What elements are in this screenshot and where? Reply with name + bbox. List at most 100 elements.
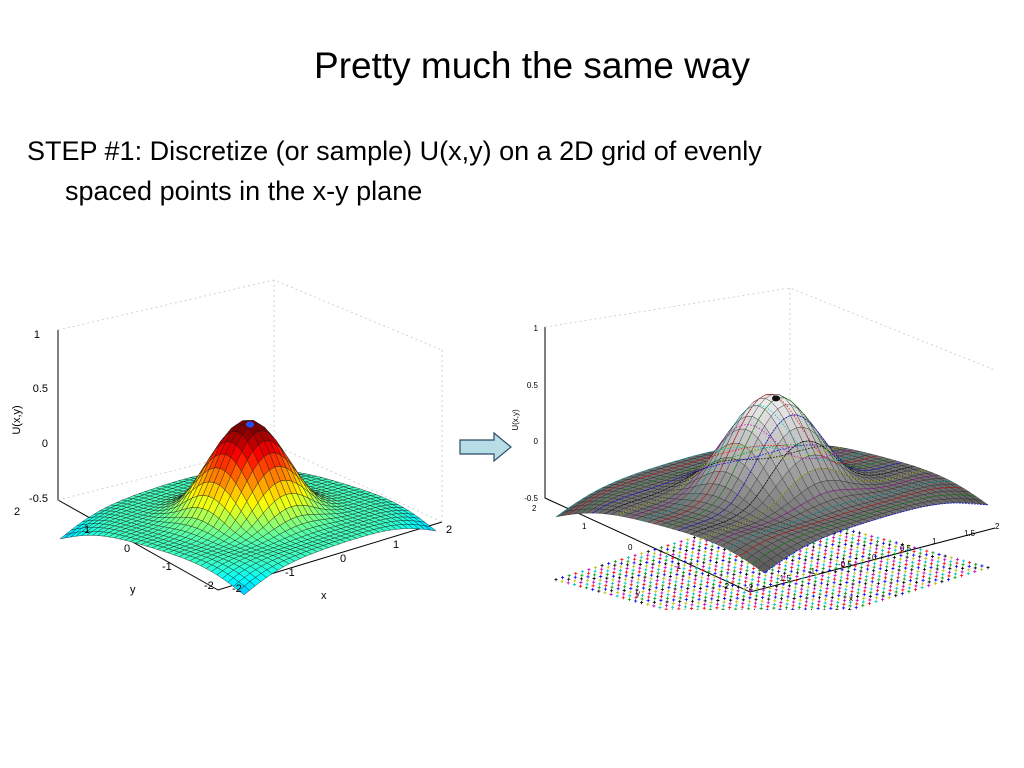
sample-marker-row (604, 445, 829, 515)
grid-sample-point (685, 545, 689, 549)
grid-sample-point (737, 582, 741, 586)
grid-sample-point (696, 604, 700, 609)
grid-sample-point (819, 581, 824, 585)
grid-sample-point (904, 562, 908, 567)
grid-sample-point (650, 569, 654, 574)
grid-sample-point (843, 546, 847, 550)
grid-sample-point (927, 580, 931, 584)
sample-marker-row (702, 467, 927, 540)
grid-sample-point (612, 570, 616, 575)
grid-sample-point (619, 561, 624, 565)
z-tick: 0 (42, 438, 48, 450)
grid-sample-point (748, 596, 752, 600)
grid-sample-point (690, 599, 695, 603)
grid-sample-point (803, 558, 808, 562)
grid-sample-point (739, 567, 743, 571)
grid-sample-point (811, 549, 815, 553)
grid-sample-point (709, 555, 713, 559)
grid-sample-point (585, 578, 590, 583)
grid-sample-point (781, 586, 785, 590)
grid-sample-point (645, 560, 649, 565)
grid-sample-point (698, 590, 702, 594)
grid-sample-point (833, 570, 838, 574)
x-axis-label-left: x (321, 590, 327, 602)
grid-sample-point (828, 564, 832, 569)
grid-sample-point (779, 597, 784, 601)
grid-sample-point (750, 581, 754, 585)
grid-sample-point (709, 600, 713, 605)
grid-sample-point (848, 558, 852, 563)
grid-sample-point (677, 607, 681, 610)
grid-sample-point (722, 596, 727, 601)
grid-sample-point (665, 551, 669, 555)
grid-sample-point (630, 575, 634, 580)
grid-sample-point (798, 609, 800, 610)
grid-sample-point (634, 592, 639, 596)
grid-sample-point (767, 593, 771, 598)
grid-sample-point (837, 590, 841, 594)
grid-sample-point (914, 580, 919, 584)
grid-sample-point (791, 607, 795, 610)
grid-sample-point (925, 549, 929, 553)
grid-sample-point (810, 601, 815, 605)
grid-sample-point (734, 558, 738, 562)
grid-sample-point (632, 557, 637, 561)
grid-sample-point (691, 596, 695, 600)
x-axis-ticks-left: -2 -1 0 1 2 (232, 524, 452, 595)
grid-sample-point (573, 579, 577, 583)
grid-sample-point (861, 600, 865, 604)
grid-sample-point (967, 564, 971, 568)
grid-sample-point (666, 593, 670, 597)
grid-sample-point (586, 575, 590, 579)
grid-sample-point (879, 559, 883, 564)
grid-sample-point (942, 561, 946, 565)
grid-sample-point (754, 608, 755, 610)
grid-sample-point (899, 550, 904, 554)
grid-sample-point (904, 566, 908, 570)
grid-sample-point (781, 582, 785, 586)
grid-sample-point (664, 607, 668, 610)
grid-sample-point (691, 592, 696, 596)
grid-sample-point (818, 592, 822, 596)
grid-sample-point (670, 560, 674, 564)
grid-sample-point (878, 567, 882, 571)
grid-sample-point (822, 563, 826, 567)
grid-sample-point (712, 575, 717, 579)
grid-sample-point (857, 535, 861, 539)
grid-sample-point (881, 541, 886, 545)
grid-sample-point (667, 582, 672, 586)
grid-sample-point (668, 574, 672, 579)
grid-sample-point (961, 559, 966, 563)
grid-sample-point (907, 590, 911, 594)
grid-sample-point (802, 569, 806, 573)
grid-sample-point (680, 581, 684, 585)
grid-sample-point (684, 608, 686, 610)
grid-sample-point (706, 573, 711, 577)
grid-sample-point (864, 582, 868, 586)
grid-sample-point (855, 602, 859, 606)
grid-sample-point (703, 550, 707, 554)
grid-sample-point (676, 565, 680, 569)
grid-sample-point (658, 602, 663, 606)
grid-sample-point (716, 549, 720, 554)
grid-sample-point (696, 555, 700, 560)
grid-sample-point (936, 556, 941, 560)
grid-sample-point (705, 584, 709, 588)
grid-sample-point (612, 567, 616, 571)
grid-sample-point (713, 568, 718, 572)
grid-sample-point (802, 565, 807, 569)
grid-sample-point (768, 582, 773, 587)
grid-sample-point (801, 572, 806, 577)
grid-sample-point (603, 591, 607, 595)
grid-sample-point (685, 541, 689, 545)
grid-sample-point (629, 583, 633, 587)
grid-sample-point (734, 554, 738, 559)
grid-sample-point (738, 574, 742, 578)
grid-sample-point (657, 564, 661, 568)
grid-sample-point (646, 553, 650, 557)
grid-sample-point (826, 575, 831, 580)
grid-sample-point (798, 553, 802, 557)
grid-sample-point (863, 540, 867, 544)
grid-sample-point (697, 597, 701, 601)
grid-sample-point (674, 576, 679, 580)
